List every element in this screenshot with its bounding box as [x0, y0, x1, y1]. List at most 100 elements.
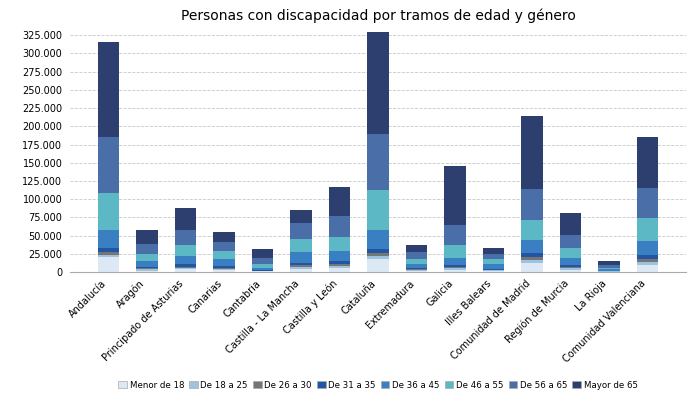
Bar	[214, 258, 235, 266]
Bar	[368, 230, 388, 249]
Bar	[444, 258, 466, 266]
Bar	[290, 267, 312, 269]
Bar	[136, 270, 158, 272]
Bar	[329, 264, 350, 266]
Bar	[98, 42, 119, 136]
Bar	[98, 193, 119, 230]
Bar	[598, 270, 620, 271]
Bar	[483, 271, 504, 272]
Bar	[483, 270, 504, 271]
Bar	[214, 266, 235, 268]
Bar	[560, 266, 581, 267]
Bar	[214, 269, 235, 270]
Bar	[252, 249, 273, 258]
Bar	[522, 220, 542, 240]
Bar	[175, 208, 196, 230]
Bar	[522, 257, 542, 260]
Bar	[444, 225, 466, 245]
Bar	[598, 262, 620, 265]
Bar	[214, 268, 235, 269]
Bar	[483, 254, 504, 259]
Bar	[329, 266, 350, 268]
Bar	[406, 245, 427, 252]
Bar	[136, 254, 158, 261]
Bar	[444, 270, 466, 272]
Bar	[444, 266, 466, 267]
Bar	[290, 266, 312, 267]
Bar	[368, 253, 388, 256]
Bar	[290, 269, 312, 272]
Bar	[637, 259, 658, 262]
Bar	[560, 248, 581, 258]
Bar	[522, 240, 542, 253]
Bar	[98, 258, 119, 272]
Bar	[444, 166, 466, 225]
Bar	[252, 264, 273, 268]
Bar	[136, 267, 158, 268]
Bar	[483, 259, 504, 264]
Bar	[175, 270, 196, 272]
Bar	[290, 239, 312, 252]
Bar	[637, 262, 658, 266]
Bar	[406, 264, 427, 268]
Bar	[406, 252, 427, 259]
Bar	[598, 265, 620, 268]
Bar	[98, 230, 119, 248]
Bar	[329, 187, 350, 216]
Bar	[252, 268, 273, 270]
Bar	[444, 268, 466, 270]
Bar	[522, 253, 542, 257]
Bar	[98, 248, 119, 252]
Bar	[368, 134, 388, 190]
Bar	[368, 259, 388, 272]
Bar	[522, 116, 542, 189]
Bar	[329, 237, 350, 251]
Bar	[214, 232, 235, 242]
Bar	[637, 218, 658, 242]
Bar	[136, 230, 158, 244]
Bar	[175, 256, 196, 264]
Bar	[290, 252, 312, 262]
Bar	[560, 235, 581, 248]
Bar	[329, 216, 350, 237]
Bar	[214, 242, 235, 250]
Bar	[252, 258, 273, 264]
Bar	[252, 270, 273, 271]
Bar	[214, 270, 235, 272]
Bar	[637, 136, 658, 188]
Bar	[175, 230, 196, 245]
Bar	[637, 254, 658, 259]
Bar	[175, 266, 196, 268]
Bar	[406, 270, 427, 271]
Bar	[290, 210, 312, 223]
Bar	[637, 242, 658, 254]
Bar	[214, 250, 235, 258]
Bar	[368, 32, 388, 134]
Bar	[637, 188, 658, 218]
Bar	[522, 189, 542, 220]
Bar	[175, 264, 196, 266]
Bar	[598, 268, 620, 270]
Bar	[329, 268, 350, 272]
Bar	[560, 268, 581, 270]
Bar	[136, 261, 158, 267]
Bar	[444, 245, 466, 258]
Bar	[560, 267, 581, 268]
Bar	[368, 256, 388, 259]
Bar	[175, 245, 196, 256]
Bar	[483, 248, 504, 254]
Bar	[98, 136, 119, 193]
Bar	[522, 260, 542, 263]
Bar	[98, 252, 119, 254]
Bar	[483, 264, 504, 268]
Bar	[406, 268, 427, 270]
Bar	[329, 251, 350, 262]
Bar	[368, 249, 388, 253]
Bar	[98, 254, 119, 258]
Bar	[136, 244, 158, 254]
Bar	[444, 267, 466, 268]
Bar	[175, 268, 196, 270]
Bar	[637, 266, 658, 272]
Bar	[406, 271, 427, 272]
Bar	[522, 263, 542, 272]
